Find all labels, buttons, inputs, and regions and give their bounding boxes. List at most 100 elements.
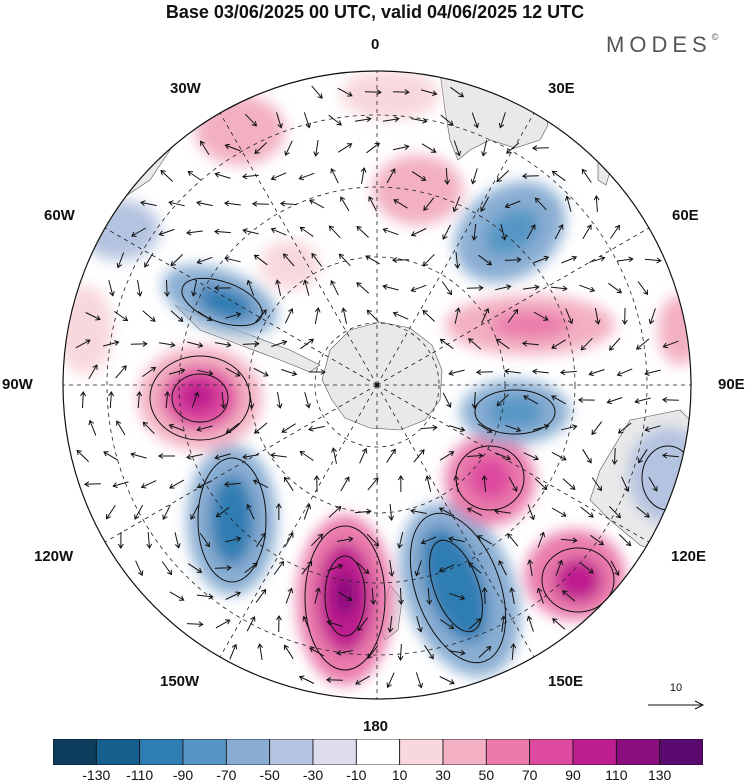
anomaly-positive-80e: [658, 295, 691, 365]
wind-arrow: [450, 86, 465, 98]
wind-arrow: [327, 563, 344, 572]
wind-arrow: [410, 284, 427, 293]
contour: [181, 277, 263, 327]
wind-arrow: [252, 479, 269, 489]
wind-arrow: [495, 338, 510, 350]
wind-arrow: [454, 307, 461, 324]
colorbar-swatch: [269, 739, 314, 765]
wind-arrow: [186, 621, 204, 628]
wind-arrow: [420, 89, 438, 96]
colorbar-tick-label: -50: [259, 767, 280, 783]
wind-arrow: [246, 503, 255, 520]
wind-arrow: [158, 341, 176, 348]
latitude-circle: [314, 322, 440, 448]
wind-arrow: [449, 425, 466, 433]
wind-arrow: [440, 114, 454, 126]
wind-arrow: [300, 338, 315, 350]
wind-arrow: [190, 504, 200, 520]
wind-arrow: [215, 506, 230, 518]
wind-arrow: [580, 337, 593, 351]
wind-arrow: [325, 676, 343, 683]
wind-arrow: [364, 89, 382, 96]
wind-arrow: [170, 254, 183, 267]
wind-arrow: [609, 224, 620, 239]
wind-arrow: [422, 253, 435, 267]
wind-arrow: [162, 504, 171, 521]
wind-arrow: [336, 649, 353, 656]
wind-arrow: [616, 368, 633, 377]
wind-arrow: [340, 476, 350, 492]
wind-arrow: [301, 560, 313, 575]
wind-arrow: [191, 280, 198, 297]
wind-arrow: [442, 224, 451, 240]
wind-arrow: [135, 560, 144, 577]
wind-arrow: [337, 87, 353, 97]
wind-arrow: [509, 587, 515, 604]
meridian-label-90w: 90W: [2, 376, 33, 393]
colorbar-tick-label: -130: [82, 767, 111, 783]
wind-arrow: [523, 452, 539, 461]
wind-arrow: [257, 643, 264, 660]
wind-arrow: [270, 227, 287, 236]
wind-arrow: [214, 564, 232, 571]
wind-arrow: [644, 369, 661, 376]
colorbar-tick-label: -70: [216, 767, 237, 783]
wind-arrow: [481, 140, 488, 157]
wind-arrow: [561, 255, 578, 264]
wind-arrow: [108, 280, 115, 297]
wind-arrow: [521, 173, 539, 180]
wind-arrow: [142, 310, 156, 322]
wind-arrow: [242, 453, 259, 460]
wind-arrow: [551, 507, 567, 517]
wind-arrow: [503, 368, 521, 375]
contour: [149, 355, 251, 441]
wind-arrow: [356, 282, 370, 294]
wind-arrow: [313, 140, 320, 157]
wind-arrow: [454, 251, 461, 269]
wind-arrow: [270, 172, 287, 181]
colorbar-swatch: [182, 739, 227, 765]
colorbar-tick-label: 30: [435, 767, 451, 783]
graticule: [63, 71, 691, 699]
wind-arrow: [191, 391, 200, 408]
wind-arrow: [555, 559, 564, 576]
wind-arrow: [466, 284, 484, 291]
wind-arrow: [368, 196, 377, 212]
wind-arrow: [105, 505, 116, 520]
wind-arrow: [196, 369, 214, 376]
wind-arrow: [498, 112, 506, 129]
wind-arrow: [340, 196, 350, 212]
wind-arrow: [246, 279, 255, 296]
wind-arrow: [187, 170, 202, 181]
wind-arrow: [648, 308, 656, 325]
wind-arrow: [214, 341, 232, 348]
wind-arrow: [534, 197, 547, 211]
wind-arrow: [186, 341, 204, 348]
wind-arrow: [561, 590, 576, 602]
wind-arrow: [112, 481, 129, 488]
wind-arrow: [617, 422, 632, 434]
wind-arrow: [115, 365, 127, 379]
map-border: [62, 70, 692, 700]
wind-arrow: [279, 200, 297, 207]
wind-vectors: [75, 85, 679, 689]
wind-arrow: [577, 397, 595, 403]
colorbar-tick-label: 50: [478, 767, 495, 783]
wind-arrow: [187, 563, 203, 573]
wind-arrow: [388, 503, 395, 521]
colorbar-swatch: [615, 739, 661, 765]
wind-arrow: [220, 391, 227, 409]
wind-arrow: [338, 253, 351, 267]
wind-arrow: [581, 168, 592, 183]
contour: [304, 525, 386, 671]
wind-arrow: [382, 284, 399, 291]
wind-arrow: [337, 143, 353, 153]
wind-arrow: [299, 226, 314, 238]
wind-arrow: [527, 504, 536, 521]
wind-arrow: [522, 284, 540, 291]
wind-arrow: [169, 479, 185, 489]
anomaly-negative-45e-core: [484, 208, 540, 256]
contour: [409, 512, 507, 664]
wind-arrow: [453, 475, 460, 492]
